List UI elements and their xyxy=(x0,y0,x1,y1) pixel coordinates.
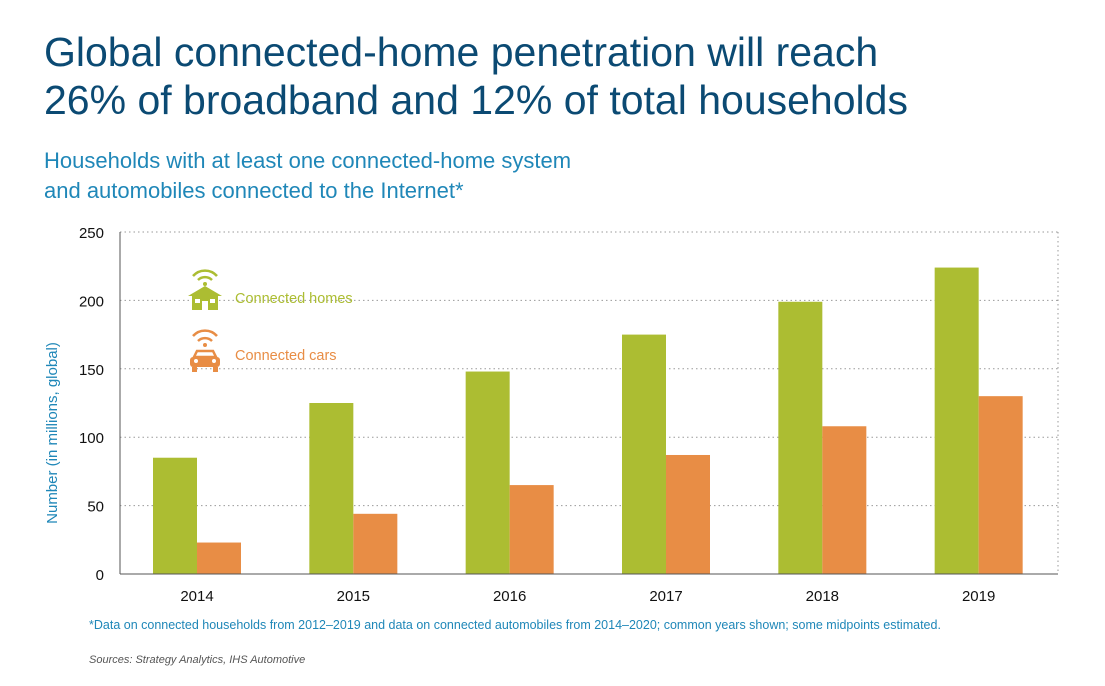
bar-cars-2018 xyxy=(822,426,867,574)
chart-subtitle-line-1: Households with at least one connected-h… xyxy=(44,148,572,173)
x-tick-label: 2014 xyxy=(180,588,213,605)
chart-title-line-1: Global connected-home penetration will r… xyxy=(44,29,879,75)
grid-lines xyxy=(120,231,1059,574)
wifi-dot xyxy=(203,282,207,286)
wifi-arc xyxy=(197,336,213,342)
legend: Connected homes Connected cars xyxy=(188,269,353,372)
x-tick-label: 2019 xyxy=(962,588,995,605)
chart-subtitle: Households with at least one connected-h… xyxy=(44,146,944,206)
legend-label: Connected cars xyxy=(235,348,337,364)
bar-homes-2019 xyxy=(934,267,979,574)
bar-homes-2016 xyxy=(465,371,510,574)
bar-cars-2015 xyxy=(353,513,398,574)
y-axis-label: Number (in millions, global) xyxy=(44,342,61,524)
chart-title: Global connected-home penetration will r… xyxy=(44,28,1084,124)
wifi-arc xyxy=(192,329,218,337)
footnote: *Data on connected households from 2012–… xyxy=(89,618,941,632)
car-wifi-icon xyxy=(190,329,220,372)
house-door xyxy=(202,301,208,310)
car-body xyxy=(190,357,220,367)
x-tick-label: 2017 xyxy=(649,588,682,605)
y-tick-label: 200 xyxy=(79,293,104,310)
sources-note: Sources: Strategy Analytics, IHS Automot… xyxy=(89,654,306,666)
y-tick-label: 150 xyxy=(79,362,104,379)
car-light xyxy=(194,359,198,363)
y-tick-label: 0 xyxy=(96,567,104,584)
axes: 0 50 100 150 200 250 Number (in millions, glob… xyxy=(44,225,1058,605)
house-window xyxy=(195,299,200,303)
y-tick-label: 50 xyxy=(87,499,104,516)
y-tick-label: 250 xyxy=(79,225,104,242)
bar-homes-2015 xyxy=(309,403,354,574)
car-wheel xyxy=(192,367,197,372)
bar-cars-2019 xyxy=(978,396,1023,574)
wifi-arc xyxy=(192,269,218,277)
x-tick-label: 2016 xyxy=(493,588,526,605)
bar-cars-2016 xyxy=(509,485,554,574)
car-light xyxy=(212,359,216,363)
bars xyxy=(153,267,1023,574)
y-tick-label: 100 xyxy=(79,430,104,447)
wifi-arc xyxy=(197,275,213,281)
bar-cars-2014 xyxy=(197,542,241,574)
house-wifi-icon xyxy=(188,269,222,310)
x-tick-label: 2018 xyxy=(806,588,839,605)
car-wheel xyxy=(213,367,218,372)
x-tick-label: 2015 xyxy=(337,588,370,605)
wifi-dot xyxy=(203,343,207,347)
legend-label: Connected homes xyxy=(235,291,353,307)
chart-subtitle-line-2: and automobiles connected to the Interne… xyxy=(44,178,464,203)
bar-homes-2014 xyxy=(153,457,197,574)
chart-title-line-2: 26% of broadband and 12% of total househ… xyxy=(44,77,908,123)
bar-homes-2018 xyxy=(778,301,823,574)
bar-homes-2017 xyxy=(622,334,666,574)
house-window xyxy=(210,299,215,303)
bar-cars-2017 xyxy=(666,454,710,574)
car-cabin xyxy=(191,349,219,359)
house-roof xyxy=(188,286,222,296)
